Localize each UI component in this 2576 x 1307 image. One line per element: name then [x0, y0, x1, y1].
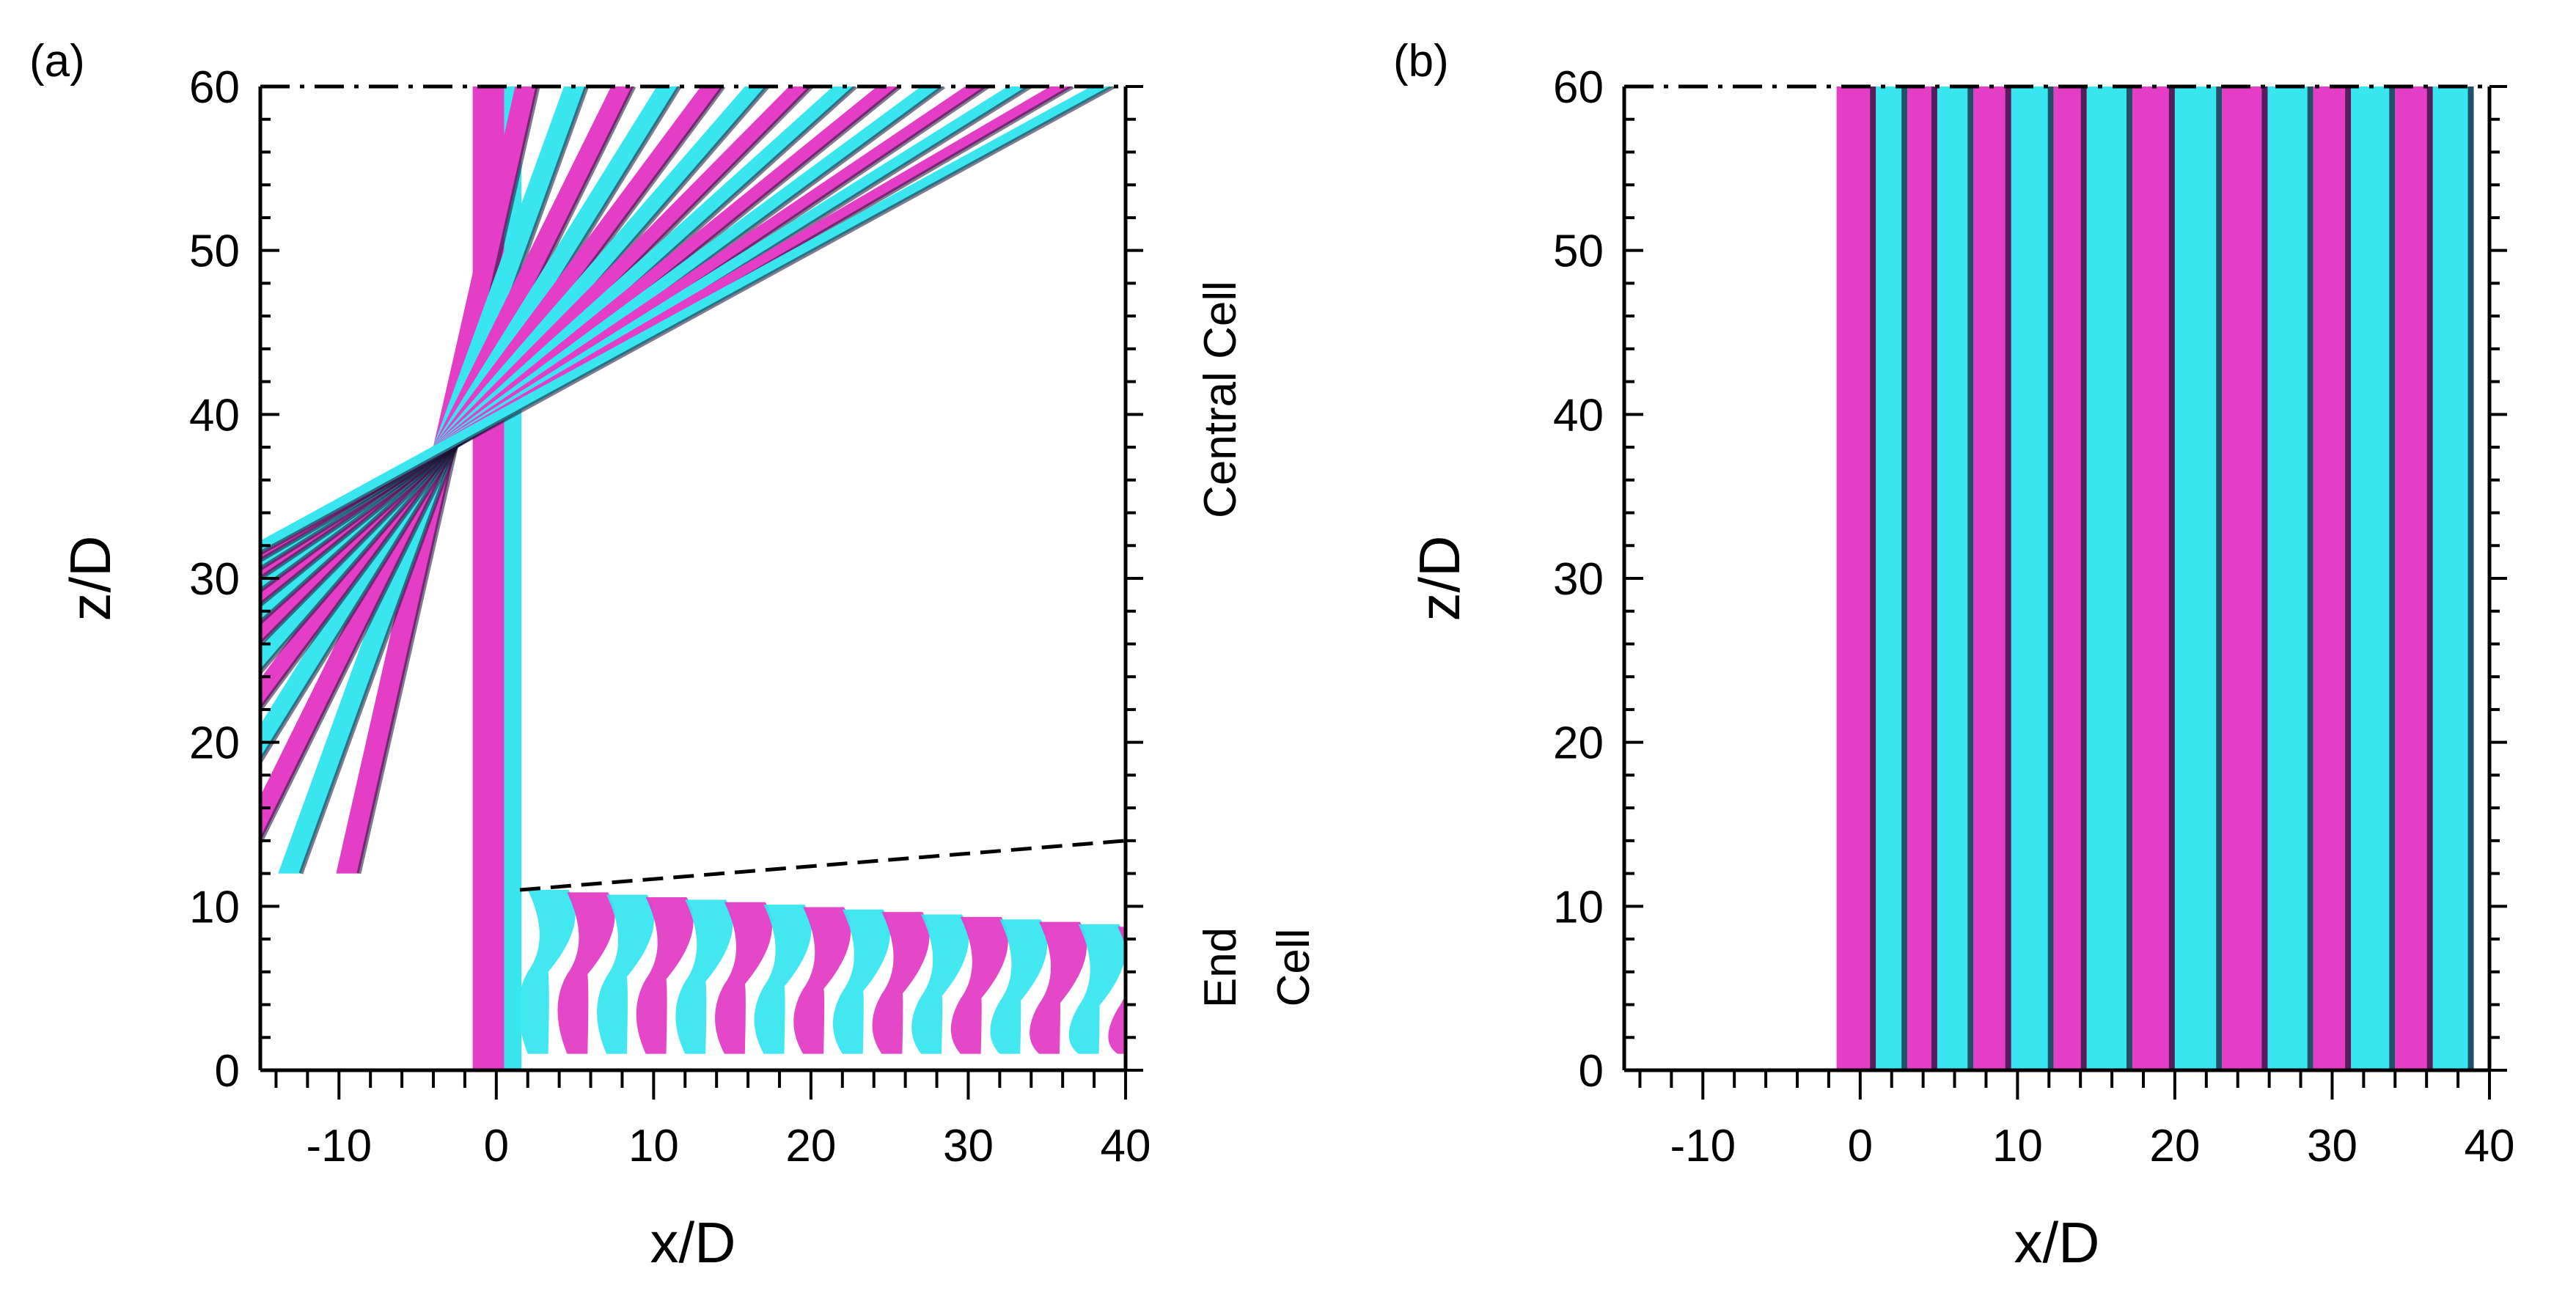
- panel-b-label: (b): [1393, 36, 1449, 86]
- vortex-edge: [356, 86, 540, 875]
- vortex-band-edge: [2307, 86, 2313, 1070]
- y-tick-label: 20: [1553, 718, 1604, 769]
- vortex-band: [1973, 86, 2011, 1070]
- x-tick-label: -10: [306, 1121, 372, 1171]
- x-tick-label: 0: [484, 1121, 509, 1171]
- x-tick-label: 10: [1992, 1121, 2043, 1171]
- x-tick-label: 10: [628, 1121, 679, 1171]
- vortex-band: [2432, 86, 2474, 1070]
- end-cell-vortex: [518, 889, 576, 1054]
- y-tick-label: 60: [1553, 62, 1604, 113]
- vortex-band-edge: [1967, 86, 1974, 1070]
- vortex-band-edge: [2080, 86, 2087, 1070]
- vortex-edge: [260, 86, 770, 676]
- plot-area-b: [1836, 86, 2474, 1070]
- end-cell-label-line1: End: [1195, 927, 1246, 1008]
- end-cell-vortex: [950, 916, 1008, 1054]
- vortex-edge: [260, 86, 726, 713]
- vortex-band-edge: [2126, 86, 2132, 1070]
- end-cell-vortex: [1108, 927, 1126, 1054]
- vortex-edge: [260, 86, 902, 608]
- vortex-band: [2086, 86, 2132, 1070]
- x-tick-label: 30: [943, 1121, 994, 1171]
- end-cell-vortex: [557, 892, 615, 1054]
- vortex-edge: [260, 86, 636, 847]
- vortex-band: [2313, 86, 2352, 1070]
- vortex-edge: [260, 86, 858, 625]
- x-tick-label: -10: [1670, 1121, 1736, 1171]
- y-tick-label: 50: [189, 227, 240, 277]
- y-tick-label: 30: [1553, 554, 1604, 605]
- vortex-edge: [298, 86, 590, 875]
- end-cell-vortex: [793, 907, 851, 1054]
- vortex-band: [2351, 86, 2396, 1070]
- central-cell-label: Central Cell: [1195, 281, 1246, 518]
- y-axis-label-b: z/D: [1407, 536, 1472, 622]
- plot-area-a: [260, 86, 1126, 1070]
- y-tick-label: 30: [189, 554, 240, 605]
- vortex-band: [2174, 86, 2223, 1070]
- vortex-band-edge: [2168, 86, 2175, 1070]
- vortex-band: [2222, 86, 2268, 1070]
- axes-a: 0 10 20 30 40 50 60 -10 0 10 20 30 40: [189, 62, 1151, 1171]
- end-cell-vortex: [636, 897, 694, 1054]
- y-tick-label: 10: [1553, 882, 1604, 932]
- vortex-band-edge: [1870, 86, 1876, 1070]
- vortex-band: [2011, 86, 2054, 1070]
- vortex-band-edge: [2345, 86, 2352, 1070]
- vortex-band: [1836, 86, 1876, 1070]
- end-cell-vortex: [1030, 921, 1087, 1054]
- y-tick-label: 40: [1553, 390, 1604, 441]
- x-tick-label: 20: [785, 1121, 836, 1171]
- x-tick-label: 40: [2465, 1121, 2515, 1171]
- panel-a-label: (a): [29, 36, 85, 86]
- y-axis-label-a: z/D: [58, 536, 122, 622]
- vortex-edge: [260, 86, 1115, 556]
- vortex-band: [2267, 86, 2313, 1070]
- y-tick-label: 50: [1553, 227, 1604, 277]
- y-tick-label: 0: [1579, 1046, 1604, 1097]
- end-cell-vortex: [832, 909, 890, 1054]
- vortex-band: [2395, 86, 2433, 1070]
- end-cell-label-line2: Cell: [1269, 929, 1319, 1007]
- vortex-band-edge: [2261, 86, 2268, 1070]
- y-tick-label: 0: [215, 1046, 240, 1097]
- vortex-band-edge: [2047, 86, 2054, 1070]
- vortex-edge: [260, 86, 945, 594]
- y-tick-label: 40: [189, 390, 240, 441]
- vortex-band-edge: [2005, 86, 2011, 1070]
- x-tick-label: 20: [2149, 1121, 2200, 1171]
- y-tick-label: 10: [189, 882, 240, 932]
- vortex-band: [2132, 86, 2175, 1070]
- end-cell-vortex: [1068, 924, 1126, 1054]
- end-cell-vortex: [715, 902, 772, 1054]
- y-tick-label: 20: [189, 718, 240, 769]
- x-tick-label: 30: [2307, 1121, 2357, 1171]
- panel-a: (a) 0 10 20 30 40 50 60 -10 0 10 20 30 40 z/D x/D Ce…: [29, 36, 1319, 1275]
- end-cell-vortex: [911, 914, 969, 1054]
- vortex-band-edge: [1931, 86, 1937, 1070]
- x-axis-label-b: x/D: [2014, 1210, 2100, 1275]
- x-tick-label: 0: [1848, 1121, 1873, 1171]
- panel-b: (b) 0 10 20 30 40 50 60 -10 0 10 20 30 40 z/D x/D: [1393, 36, 2514, 1275]
- cell-boundary-line: [519, 839, 1126, 892]
- vortex-edge: [260, 86, 814, 647]
- vortex-band-edge: [2216, 86, 2223, 1070]
- vortex-band: [1937, 86, 1974, 1070]
- end-cell-vortex: [597, 894, 655, 1054]
- end-cell-vortex: [990, 919, 1048, 1054]
- vortex-band-edge: [2389, 86, 2396, 1070]
- x-tick-label: 40: [1101, 1121, 1151, 1171]
- end-cell-vortex: [872, 912, 930, 1054]
- vortex-band-edge: [2426, 86, 2433, 1070]
- vortex-band-edge: [1901, 86, 1908, 1070]
- end-cell-vortex: [754, 905, 812, 1054]
- end-cell-vortex: [675, 899, 733, 1054]
- axes-b: 0 10 20 30 40 50 60 -10 0 10 20 30 40: [1553, 62, 2514, 1171]
- y-tick-label: 60: [189, 62, 240, 113]
- vortex-band-edge: [2467, 86, 2474, 1070]
- x-axis-label-a: x/D: [650, 1210, 736, 1275]
